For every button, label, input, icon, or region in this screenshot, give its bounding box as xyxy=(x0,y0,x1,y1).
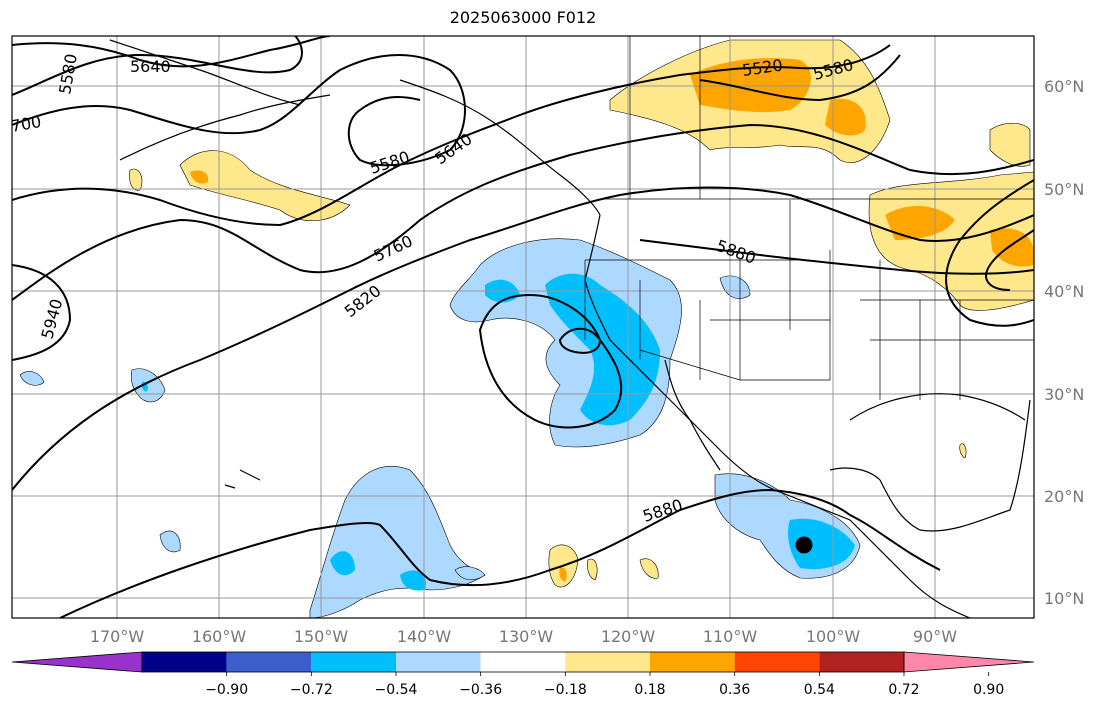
colorbar-frame xyxy=(141,651,905,673)
colorbar-segment xyxy=(650,652,735,672)
lon-label: 110°W xyxy=(703,627,758,646)
colorbar-tick-label: 0.36 xyxy=(719,682,750,698)
colorbar-segment xyxy=(819,652,904,672)
colorbar-tick-label: 0.18 xyxy=(634,682,665,698)
colorbar: −0.90 −0.72 −0.54 −0.36 −0.18 0.18 0.36 0.54 0.7… xyxy=(11,651,1035,698)
lat-label: 50°N xyxy=(1044,180,1084,199)
colorbar-tick-label: −0.36 xyxy=(459,682,502,698)
colorbar-tick-label: −0.90 xyxy=(205,682,248,698)
lat-label: 40°N xyxy=(1044,282,1084,301)
colorbar-tick-label: −0.18 xyxy=(544,682,587,698)
height-contours xyxy=(12,36,1034,618)
coastlines xyxy=(109,39,1031,618)
colorbar-segment xyxy=(734,652,820,672)
latitude-labels: 60°N 50°N 40°N 30°N 20°N 10°N xyxy=(1044,77,1084,608)
lon-label: 130°W xyxy=(499,627,554,646)
lon-label: 150°W xyxy=(294,627,349,646)
colorbar-segment xyxy=(565,652,650,672)
lon-label: 160°W xyxy=(192,627,247,646)
lon-label: 90°W xyxy=(913,627,957,646)
lon-label: 120°W xyxy=(601,627,656,646)
lon-label: 140°W xyxy=(397,627,452,646)
colorbar-segment xyxy=(142,652,227,672)
colorbar-segment xyxy=(226,652,312,672)
lat-label: 10°N xyxy=(1044,589,1084,608)
colorbar-tick-label: −0.54 xyxy=(375,682,418,698)
colorbar-extend-min xyxy=(11,651,143,673)
lat-label: 20°N xyxy=(1044,487,1084,506)
colorbar-extend-max xyxy=(903,651,1035,673)
contour-label: 5640 xyxy=(130,57,171,76)
graticule xyxy=(12,36,1034,618)
colorbar-tick-label: 0.72 xyxy=(888,682,919,698)
colorbar-segment xyxy=(311,652,396,672)
map-border xyxy=(11,35,1035,619)
colorbar-tick-label: 0.90 xyxy=(973,682,1004,698)
political-borders xyxy=(584,36,1034,400)
colorbar-tick-label: 0.54 xyxy=(804,682,835,698)
lat-label: 60°N xyxy=(1044,77,1084,96)
map-title: 2025063000 F012 xyxy=(449,8,597,27)
longitude-labels: 170°W 160°W 150°W 140°W 130°W 120°W 110°… xyxy=(90,627,957,646)
lat-label: 30°N xyxy=(1044,385,1084,404)
colorbar-segment xyxy=(480,652,566,672)
colorbar-tick-label: −0.72 xyxy=(290,682,333,698)
lon-label: 170°W xyxy=(90,627,145,646)
storm-center-marker xyxy=(795,536,813,554)
lon-label: 100°W xyxy=(806,627,861,646)
colorbar-segment xyxy=(396,652,481,672)
